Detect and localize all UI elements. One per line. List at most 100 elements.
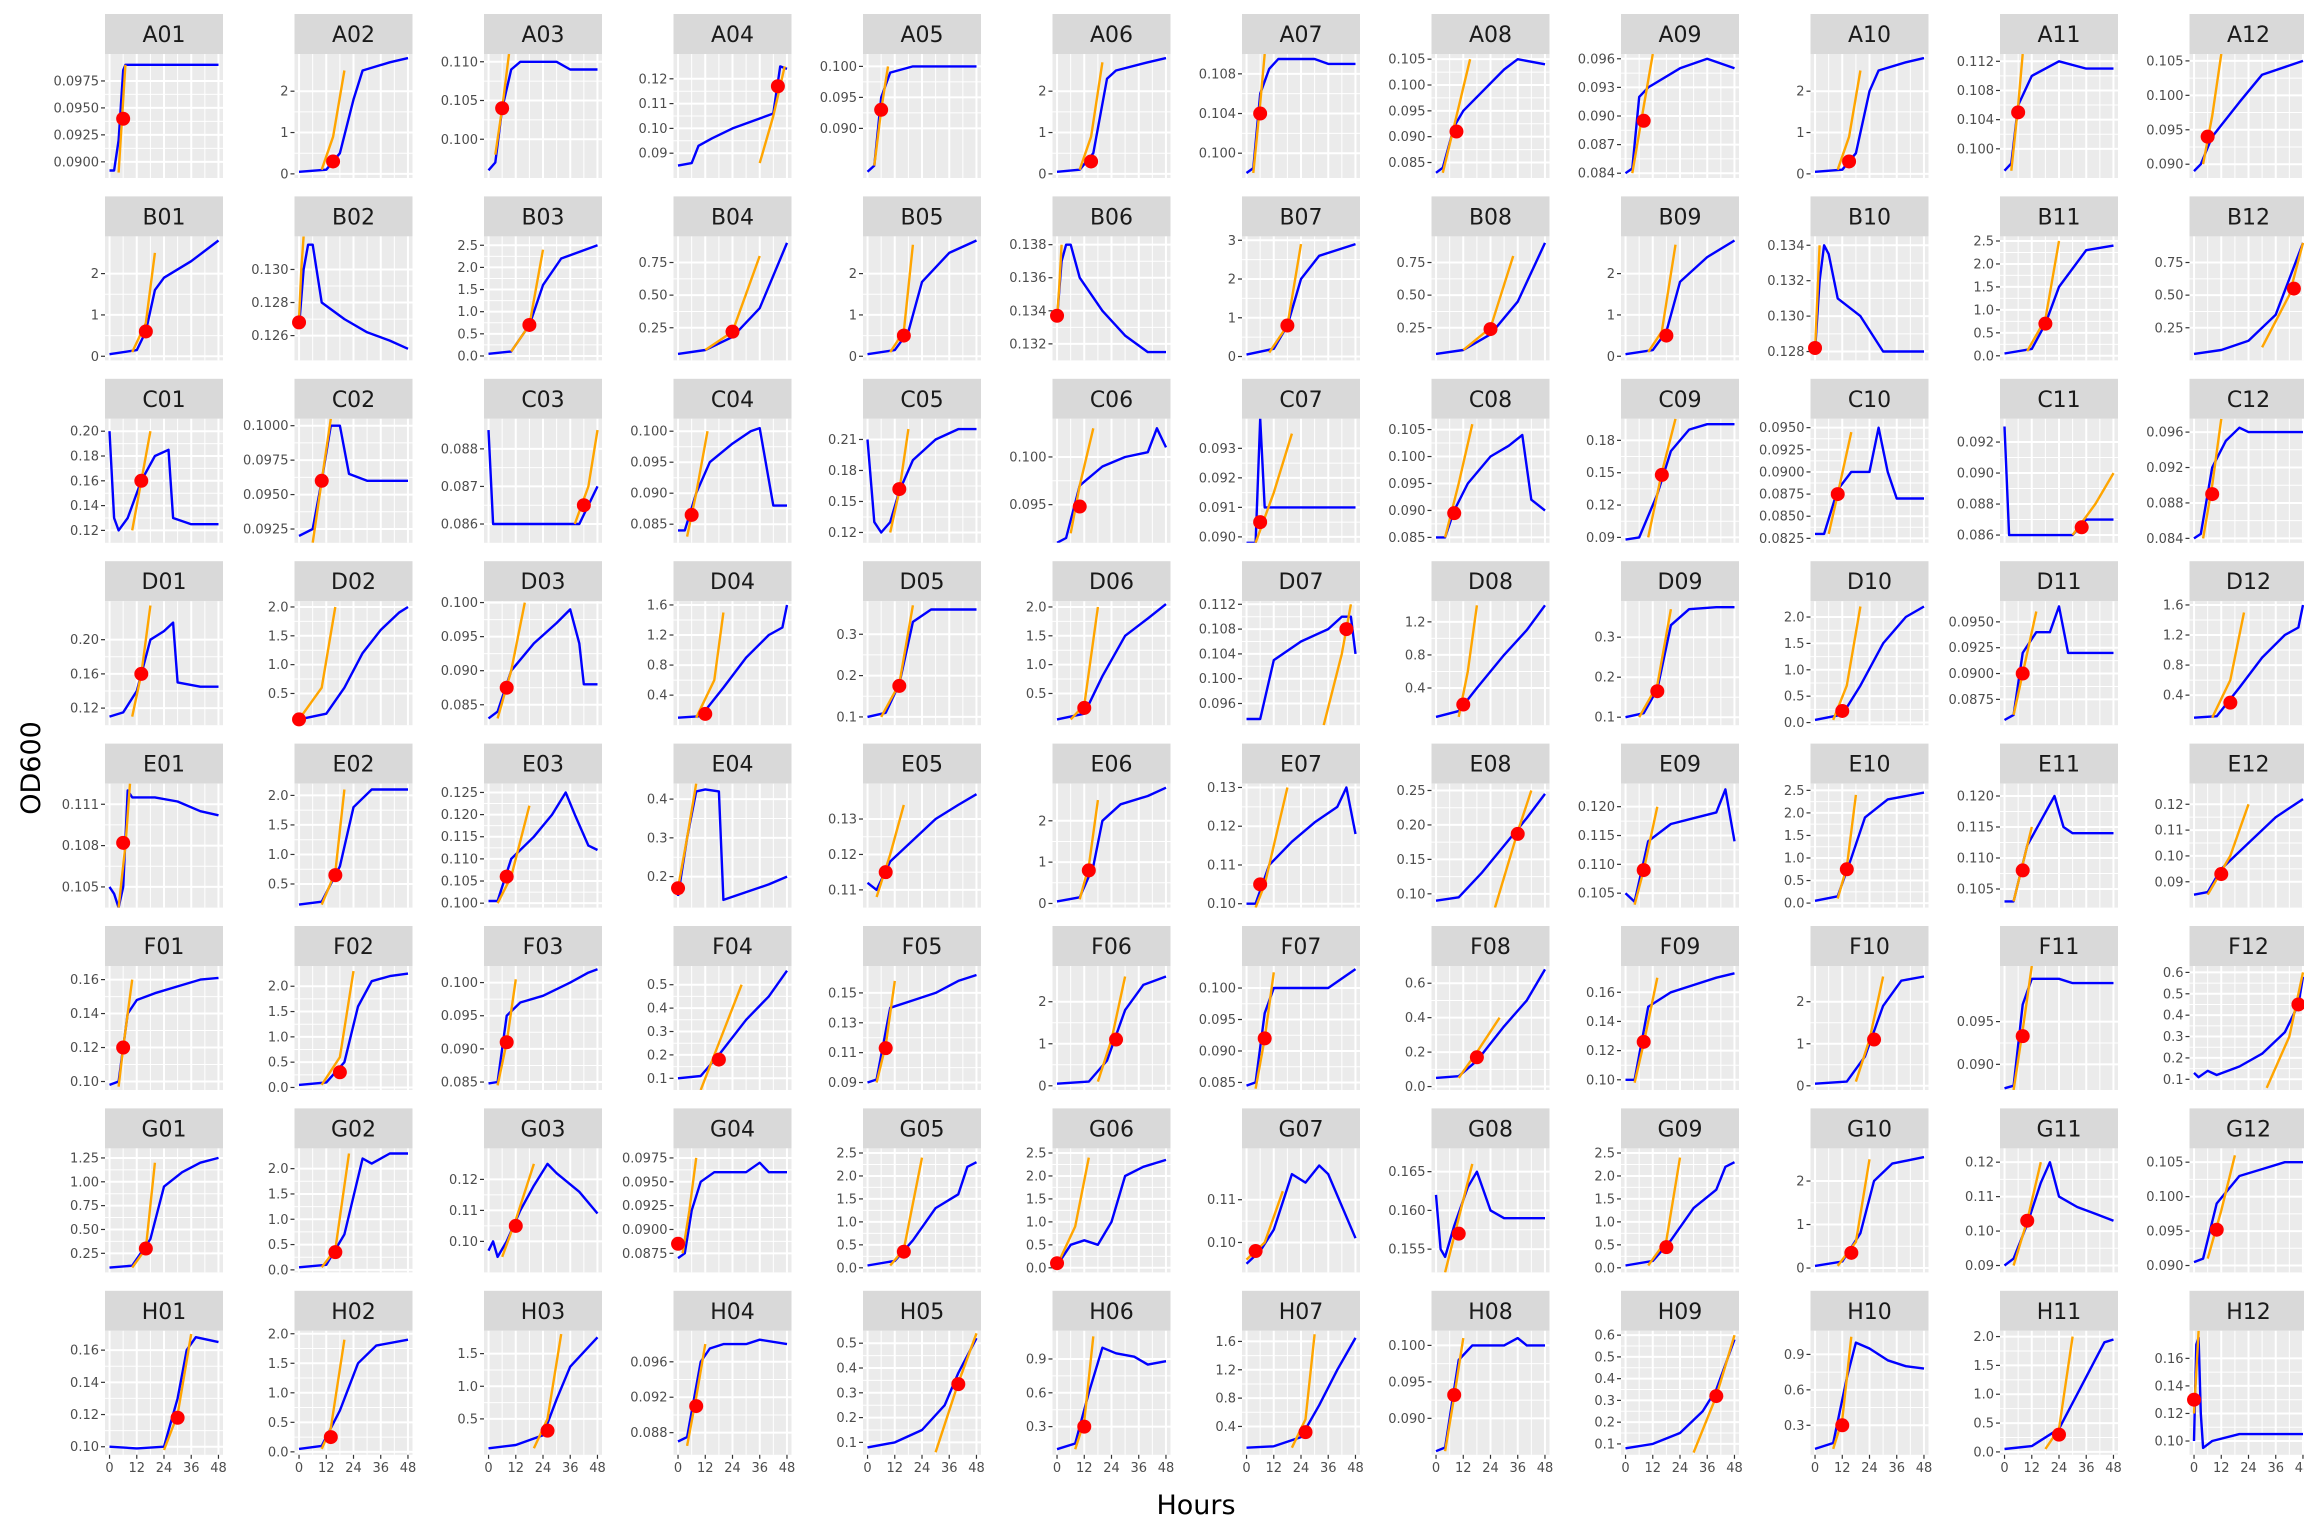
od-curve [109, 239, 220, 356]
y-tick-label: 1 [280, 126, 288, 141]
facet-D02: D02 0.5 1.0 1.5 2.0 [268, 561, 413, 727]
y-tick-label: 3 [1228, 234, 1236, 249]
facet-label: E02 [333, 753, 375, 778]
y-tick-label: 1.5 [836, 1192, 857, 1207]
x-tick-label: 36 [1509, 1461, 1526, 1476]
facet-label: G02 [331, 1117, 376, 1142]
y-tick-label: 0.11 [2155, 824, 2184, 839]
facet-E09: E09 0.105 0.110 0.115 0.120 [1578, 743, 1739, 908]
y-tick-label: 0 [1607, 350, 1615, 365]
y-tick-label: 0.0975 [54, 74, 100, 89]
y-tick-label: 0.1 [836, 1436, 857, 1451]
y-tick-label: 1.0 [268, 1386, 289, 1401]
y-tick-label: 0.0 [1594, 1261, 1615, 1276]
facet-strip [1810, 743, 1929, 784]
y-tick-label: 0.2 [1405, 1046, 1426, 1061]
od-curve [488, 244, 598, 355]
x-tick-label: 36 [562, 1461, 579, 1476]
y-tick-label: 0.2 [2163, 1051, 2184, 1066]
facet-strip [1621, 14, 1739, 54]
x-tick-label: 24 [724, 1461, 741, 1476]
y-tick-label: 0.12 [70, 1408, 99, 1423]
x-tick-label: 36 [1699, 1461, 1716, 1476]
max-rate-point [116, 835, 131, 850]
x-axis-title: Hours [1156, 1490, 1235, 1521]
max-rate-point [1636, 1034, 1651, 1049]
y-tick-label: 0.13 [828, 813, 857, 828]
facet-D01: D01 0.12 0.16 0.20 [70, 561, 223, 726]
facet-strip [2189, 196, 2304, 237]
facet-strip [294, 743, 413, 784]
od-curve [866, 793, 978, 892]
facet-strip [1621, 378, 1739, 419]
y-tick-label: 0.8 [1405, 648, 1426, 663]
facet-strip [2189, 743, 2304, 784]
growth-fit-curve [699, 984, 743, 1090]
max-rate-point [1081, 863, 1096, 878]
y-tick-label: 1.5 [268, 818, 289, 833]
growth-fit-curve [320, 70, 346, 171]
y-tick-label: 0.091 [1199, 501, 1236, 516]
y-tick-label: 0.0950 [1949, 615, 1995, 630]
facet-G04: G04 0.0875 0.0900 0.0925 0.0950 0.0975 [622, 1108, 792, 1273]
facet-H07: H07 0.4 0.8 1.2 1.6 0 12 24 36 48 [1215, 1290, 1364, 1476]
y-tick-label: 1 [1796, 1218, 1804, 1233]
y-tick-label: 0.5 [268, 877, 289, 892]
od-curve [2193, 59, 2304, 172]
facet-label: C01 [142, 388, 185, 413]
y-tick-label: 0.5 [1784, 690, 1805, 705]
y-tick-label: 2.0 [268, 1327, 289, 1342]
facet-strip [484, 14, 602, 54]
od-curve [2193, 426, 2303, 540]
y-tick-label: 0.095 [630, 456, 667, 471]
y-tick-label: 0.085 [441, 698, 478, 713]
facet-label: B09 [1658, 205, 1701, 230]
facet-G11: G11 0.09 0.10 0.11 0.12 [1965, 1108, 2118, 1274]
facet-label: E04 [712, 753, 754, 778]
y-tick-label: 0.5 [1973, 326, 1994, 341]
od-curve [108, 431, 219, 532]
od-curve [867, 1337, 978, 1449]
facet-B12: B12 0.25 0.50 0.75 [2155, 196, 2304, 361]
facet-A05: A05 0.090 0.095 0.100 [820, 14, 981, 178]
od-curve [1625, 1339, 1736, 1450]
y-tick-label: 0.085 [1388, 156, 1425, 171]
y-tick-label: 0.0900 [1949, 667, 1995, 682]
y-tick-label: 0.086 [441, 518, 478, 533]
y-tick-label: 0.4 [647, 793, 668, 808]
facet-F07: F07 0.085 0.090 0.095 0.100 [1199, 926, 1360, 1091]
x-tick-label: 48 [968, 1461, 985, 1476]
facet-C10: C10 0.0825 0.0850 0.0875 0.0900 0.0925 0.0950 [1759, 378, 1929, 547]
od-curve [298, 1338, 409, 1451]
y-tick-label: 1.5 [1594, 1192, 1615, 1207]
y-tick-label: 0.14 [70, 499, 99, 514]
max-rate-point [1253, 106, 1268, 121]
od-curve [298, 56, 409, 173]
growth-fit-curve [1290, 1334, 1316, 1449]
growth-fit-curve [320, 970, 355, 1086]
x-tick-label: 48 [1158, 1461, 1175, 1476]
facet-H09: H09 0.1 0.2 0.3 0.4 0.5 0.6 0 12 24 36 48 [1594, 1290, 1743, 1476]
max-rate-point [896, 1244, 911, 1259]
y-tick-label: 2 [1038, 85, 1046, 100]
max-rate-point [2291, 997, 2304, 1012]
x-tick-label: 48 [400, 1461, 417, 1476]
facet-label: E09 [1659, 753, 1701, 778]
y-tick-label: 0.165 [1388, 1165, 1425, 1180]
y-tick-label: 1 [1038, 856, 1046, 871]
y-tick-label: 0.112 [1957, 55, 1994, 70]
max-rate-point [314, 473, 329, 488]
x-tick-label: 0 [484, 1461, 492, 1476]
max-rate-point [2015, 666, 2030, 681]
y-tick-label: 0.108 [62, 839, 99, 854]
facet-label: E08 [1470, 753, 1512, 778]
y-tick-label: 0.090 [630, 487, 667, 502]
growth-fit-curve [1055, 244, 1063, 320]
y-tick-label: 0 [91, 350, 99, 365]
y-tick-label: 1.0 [457, 305, 478, 320]
facet-F04: F04 0.1 0.2 0.3 0.4 0.5 [647, 926, 792, 1090]
y-tick-label: 0.125 [441, 786, 478, 801]
facet-C09: C09 0.09 0.12 0.15 0.18 [1586, 378, 1739, 546]
growth-fit-curve [131, 252, 157, 353]
max-rate-point [896, 328, 911, 343]
